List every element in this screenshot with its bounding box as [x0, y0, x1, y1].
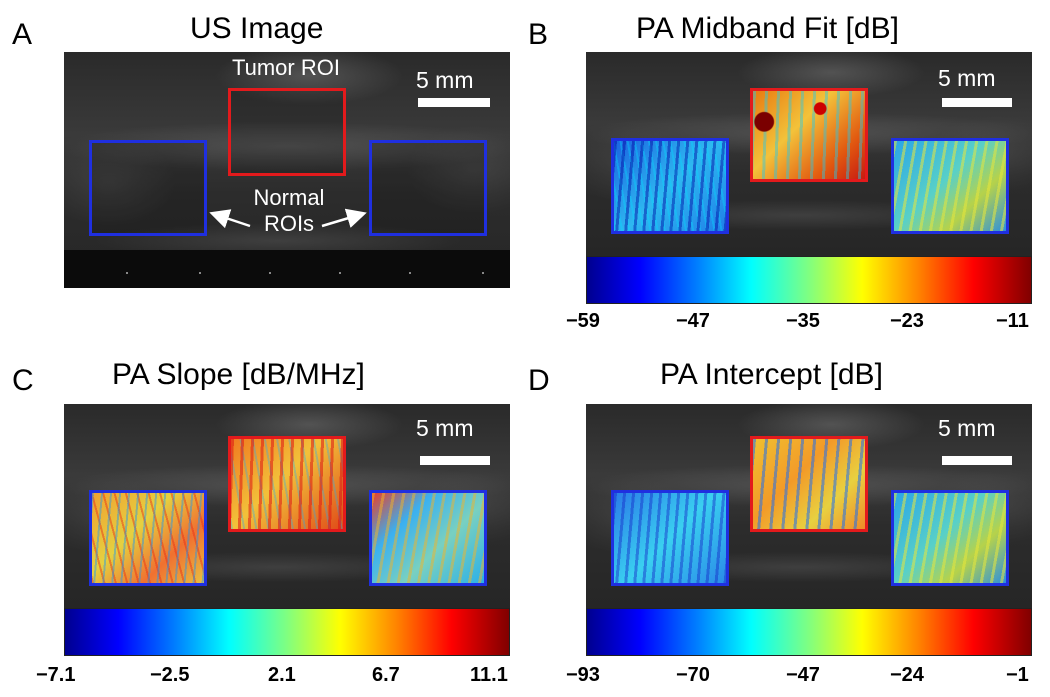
colorbar-c-tick-1: −7.1 — [36, 664, 76, 686]
colorbar-b-tick-1: −59 — [566, 310, 600, 332]
normal-roi-box-left — [89, 140, 207, 236]
normal-roi-map-right — [891, 138, 1009, 234]
colorbar-d-tick-2: −70 — [676, 664, 710, 686]
tumor-roi-label: Tumor ROI — [232, 55, 340, 80]
colorbar-b-tick-4: −23 — [890, 310, 924, 332]
colorbar-d-tick-3: −47 — [786, 664, 820, 686]
scale-bar-b — [942, 98, 1012, 107]
tick-mark — [269, 272, 271, 274]
colorbar-c-tick-3: 2.1 — [268, 664, 296, 686]
tick-mark — [339, 272, 341, 274]
colorbar-d-tick-1: −93 — [566, 664, 600, 686]
normal-roi-map-left — [89, 490, 207, 586]
arrow-left — [209, 209, 251, 229]
tumor-roi-map — [750, 88, 868, 182]
normal-roi-map-right — [369, 490, 487, 586]
panel-letter-c: C — [12, 364, 34, 397]
scale-label-d: 5 mm — [938, 415, 996, 441]
tumor-roi-map — [228, 436, 346, 532]
tumor-roi-box — [228, 88, 346, 176]
normal-roi-map-left — [611, 138, 729, 234]
normal-roi-map-right — [891, 490, 1009, 586]
us-image-c: 5 mm — [64, 404, 510, 608]
arrow-right — [321, 208, 367, 228]
tick-mark — [409, 272, 411, 274]
us-image-d: 5 mm — [586, 404, 1032, 608]
colorbar-c-tick-2: −2.5 — [150, 664, 190, 686]
scale-bar-a — [418, 98, 490, 107]
us-image-a: Tumor ROI Normal ROIs 5 mm — [64, 52, 510, 288]
tumor-roi-map — [750, 436, 868, 532]
colorbar-b-tick-3: −35 — [786, 310, 820, 332]
scale-bar-c — [420, 456, 490, 465]
normal-roi-label-line2: ROIs — [263, 211, 315, 236]
scale-label-c: 5 mm — [416, 415, 474, 441]
scale-bar-d — [942, 456, 1012, 465]
panel-letter-d: D — [528, 364, 550, 397]
roi-arrows — [209, 208, 367, 229]
us-depth-strip — [64, 250, 510, 288]
panel-title-b: PA Midband Fit [dB] — [636, 12, 899, 45]
panel-title-c: PA Slope [dB/MHz] — [112, 358, 365, 391]
tick-mark — [482, 272, 484, 274]
colorbar-d — [586, 608, 1032, 656]
colorbar-b-tick-5: −11 — [996, 310, 1029, 332]
panel-letter-b: B — [528, 18, 549, 51]
colorbar-c-tick-4: 6.7 — [372, 664, 400, 686]
colorbar-c-tick-5: 11.1 — [470, 664, 508, 686]
tick-mark — [199, 272, 201, 274]
scale-label-a: 5 mm — [416, 67, 474, 93]
tick-mark — [126, 272, 128, 274]
us-image-b: 5 mm — [586, 52, 1032, 256]
colorbar-b — [586, 256, 1032, 304]
normal-roi-label-line1: Normal — [253, 185, 325, 210]
normal-roi-map-left — [611, 490, 729, 586]
panel-letter-a: A — [12, 18, 33, 51]
panel-title-a: US Image — [190, 12, 324, 45]
colorbar-d-tick-5: −1 — [1006, 664, 1029, 686]
colorbar-c — [64, 608, 510, 656]
panel-title-d: PA Intercept [dB] — [660, 358, 883, 391]
scale-label-b: 5 mm — [938, 65, 996, 91]
normal-roi-box-right — [369, 140, 487, 236]
colorbar-d-tick-4: −24 — [890, 664, 924, 686]
colorbar-b-tick-2: −47 — [676, 310, 710, 332]
